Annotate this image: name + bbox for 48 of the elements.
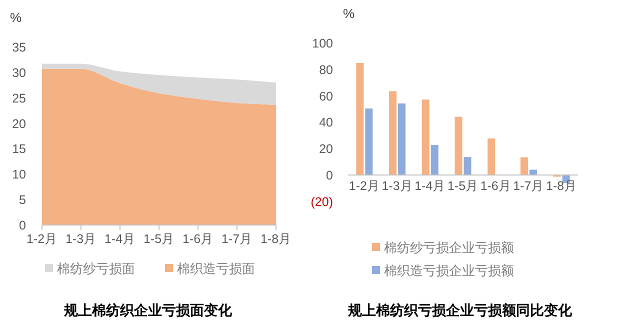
- legend-label: 棉织造亏损面: [177, 261, 255, 276]
- x-tick-label: 1-3月: [382, 179, 413, 193]
- y-tick-label: 35: [12, 40, 26, 54]
- x-tick-label: 1-7月: [221, 232, 253, 246]
- y-tick-label: 30: [12, 66, 26, 80]
- y-tick-label: (20): [310, 194, 333, 209]
- y-tick-label: 0: [326, 168, 334, 182]
- bar: [529, 170, 537, 175]
- bar: [389, 91, 397, 175]
- x-tick-label: 1-4月: [104, 232, 136, 246]
- x-tick-label: 1-5月: [447, 179, 479, 193]
- bar: [422, 99, 430, 175]
- x-tick-label: 1-5月: [143, 232, 175, 246]
- y-tick-label: 25: [12, 91, 26, 106]
- bar: [454, 116, 462, 175]
- y-axis-title: %: [343, 6, 355, 21]
- y-tick-label: 80: [319, 62, 334, 77]
- bar: [365, 108, 373, 175]
- x-tick-label: 1-7月: [513, 179, 544, 193]
- y-tick-label: 15: [12, 142, 26, 156]
- x-tick-label: 1-6月: [182, 232, 214, 246]
- x-tick-label: 1-2月: [26, 232, 58, 246]
- x-tick-label: 1-8月: [546, 179, 578, 193]
- y-axis-title: %: [10, 10, 22, 25]
- bar: [464, 157, 472, 175]
- bar: [430, 145, 438, 175]
- bar: [398, 103, 406, 175]
- y-tick-label: 5: [19, 193, 26, 208]
- y-tick-label: 100: [312, 36, 334, 50]
- legend-label: 棉纺纱亏损企业亏损额: [384, 240, 514, 255]
- bar: [488, 138, 496, 175]
- x-tick-label: 1-6月: [480, 179, 512, 193]
- y-tick-label: 40: [319, 116, 334, 130]
- y-tick-label: 20: [319, 142, 334, 156]
- y-tick-label: 20: [12, 116, 26, 131]
- legend-label: 棉纺纱亏损面: [57, 261, 135, 276]
- legend-label: 棉织造亏损企业亏损额: [384, 263, 514, 278]
- x-tick-label: 1-3月: [65, 232, 97, 246]
- bar: [520, 157, 528, 175]
- x-tick-label: 1-2月: [348, 179, 380, 193]
- bar: [356, 62, 364, 175]
- text: 规上棉纺织企业亏损面变化: [63, 302, 233, 319]
- x-tick-label: 1-8月: [260, 232, 292, 246]
- y-tick-label: 10: [12, 168, 26, 182]
- y-tick-label: 0: [19, 218, 26, 232]
- text: 规上棉纺织亏损企业亏损额同比变化: [347, 302, 573, 319]
- x-tick-label: 1-4月: [414, 179, 446, 193]
- y-tick-label: 60: [319, 89, 334, 104]
